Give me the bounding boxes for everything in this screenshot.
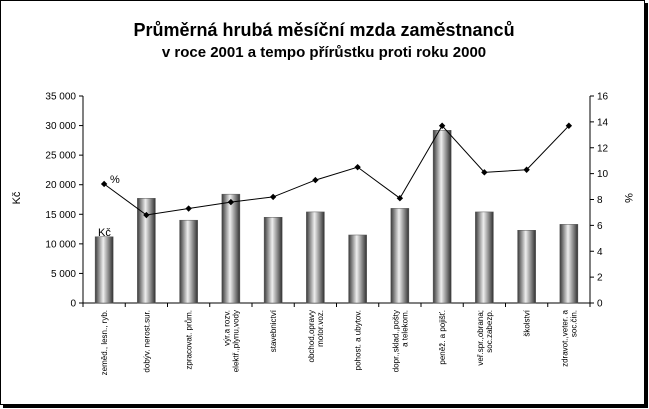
y2-tick-label: 10 bbox=[597, 169, 609, 180]
x-category-label: veř.spr.,obrana;soc.zabezp. bbox=[476, 310, 494, 366]
y2-axis-label: % bbox=[622, 193, 634, 203]
line-point bbox=[396, 195, 404, 202]
bar bbox=[137, 198, 156, 304]
x-category-label: stavebnictví bbox=[269, 309, 278, 352]
y-tick-label: 5 000 bbox=[51, 269, 76, 280]
y2-tick-label: 12 bbox=[597, 143, 609, 154]
x-category-label: obchod,opravymotor.voz. bbox=[307, 310, 325, 362]
bar-series-annotation: Kč bbox=[98, 227, 111, 239]
bar bbox=[475, 211, 494, 304]
x-category-label: zeměd., lesn., ryb. bbox=[100, 310, 109, 375]
line-point bbox=[438, 122, 446, 129]
y2-ticks: 0 2 4 6 8 10 12 14 16 bbox=[590, 92, 609, 310]
x-category-label: dopr.,sklad.,poštya telekom. bbox=[391, 310, 409, 372]
y2-tick-label: 16 bbox=[597, 92, 609, 103]
y2-tick-label: 2 bbox=[597, 273, 603, 284]
x-ticks bbox=[82, 303, 591, 307]
bar bbox=[390, 208, 410, 304]
line-point bbox=[143, 211, 150, 219]
y-tick-label: 15 000 bbox=[45, 210, 76, 221]
x-category-label: peněž. a pojišť. bbox=[438, 310, 447, 365]
line-point bbox=[269, 193, 277, 201]
y-tick-label: 30 000 bbox=[45, 121, 76, 132]
line-point bbox=[227, 198, 235, 206]
y2-tick-label: 14 bbox=[597, 117, 609, 128]
y-axis-label: Kč bbox=[11, 191, 23, 204]
line-series bbox=[100, 122, 573, 219]
line-path bbox=[103, 124, 570, 216]
line-point bbox=[312, 176, 319, 184]
x-category-label: výr.a rozv.elektř.,plynu,vody bbox=[222, 310, 240, 372]
y-ticks: 0 5 000 10 000 15 000 20 000 25 000 30 000 35 0… bbox=[45, 92, 83, 310]
bar bbox=[263, 216, 283, 304]
line-point bbox=[185, 205, 192, 212]
bar bbox=[179, 219, 198, 304]
bar bbox=[517, 230, 536, 304]
x-category-label: pohost. a ubytov. bbox=[354, 310, 363, 370]
chart-subtitle: v roce 2001 a tempo přírůstku proti roku… bbox=[162, 44, 486, 61]
y-tick-label: 35 000 bbox=[45, 92, 76, 103]
y2-tick-label: 6 bbox=[597, 221, 603, 232]
line-point bbox=[354, 163, 361, 171]
y-tick-label: 25 000 bbox=[45, 151, 76, 162]
x-category-label: dobýv. nerost.sur. bbox=[142, 310, 151, 373]
line-point bbox=[565, 122, 573, 129]
chart-title: Průměrná hrubá měsíční mzda zaměstnanců bbox=[133, 20, 514, 40]
y-tick-label: 20 000 bbox=[45, 180, 76, 191]
y2-tick-label: 8 bbox=[597, 195, 603, 206]
line-point bbox=[100, 180, 108, 188]
x-category-label: zpracovat. prům. bbox=[185, 310, 194, 370]
bar bbox=[306, 211, 325, 304]
bar bbox=[432, 130, 452, 304]
x-category-label: zdravot.,veter. asoc.čin. bbox=[560, 309, 578, 366]
x-category-label: školství bbox=[523, 309, 532, 336]
y-tick-label: 0 bbox=[70, 299, 76, 310]
bar bbox=[348, 234, 367, 304]
line-series-annotation: % bbox=[110, 174, 120, 186]
bar bbox=[559, 224, 579, 304]
category-labels: zeměd., lesn., ryb. dobýv. nerost.sur. zpr… bbox=[100, 309, 578, 375]
y2-tick-label: 0 bbox=[597, 299, 603, 310]
y2-tick-label: 4 bbox=[597, 247, 603, 258]
line-point bbox=[481, 169, 488, 176]
line-point bbox=[523, 166, 530, 173]
bar-series bbox=[94, 130, 579, 304]
bar bbox=[221, 193, 241, 304]
y-tick-label: 10 000 bbox=[45, 239, 76, 250]
bar bbox=[94, 236, 114, 304]
